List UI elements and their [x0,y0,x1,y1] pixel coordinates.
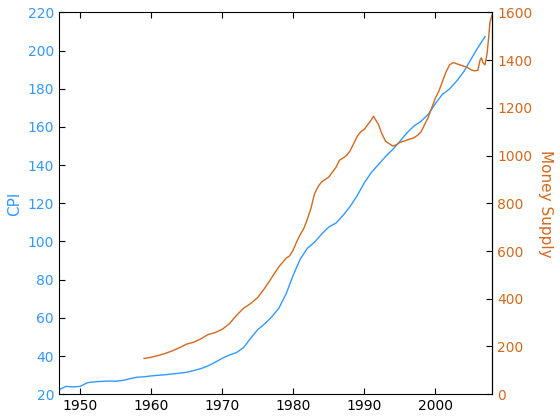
Y-axis label: Money Supply: Money Supply [538,150,553,257]
Y-axis label: CPI: CPI [7,191,22,215]
